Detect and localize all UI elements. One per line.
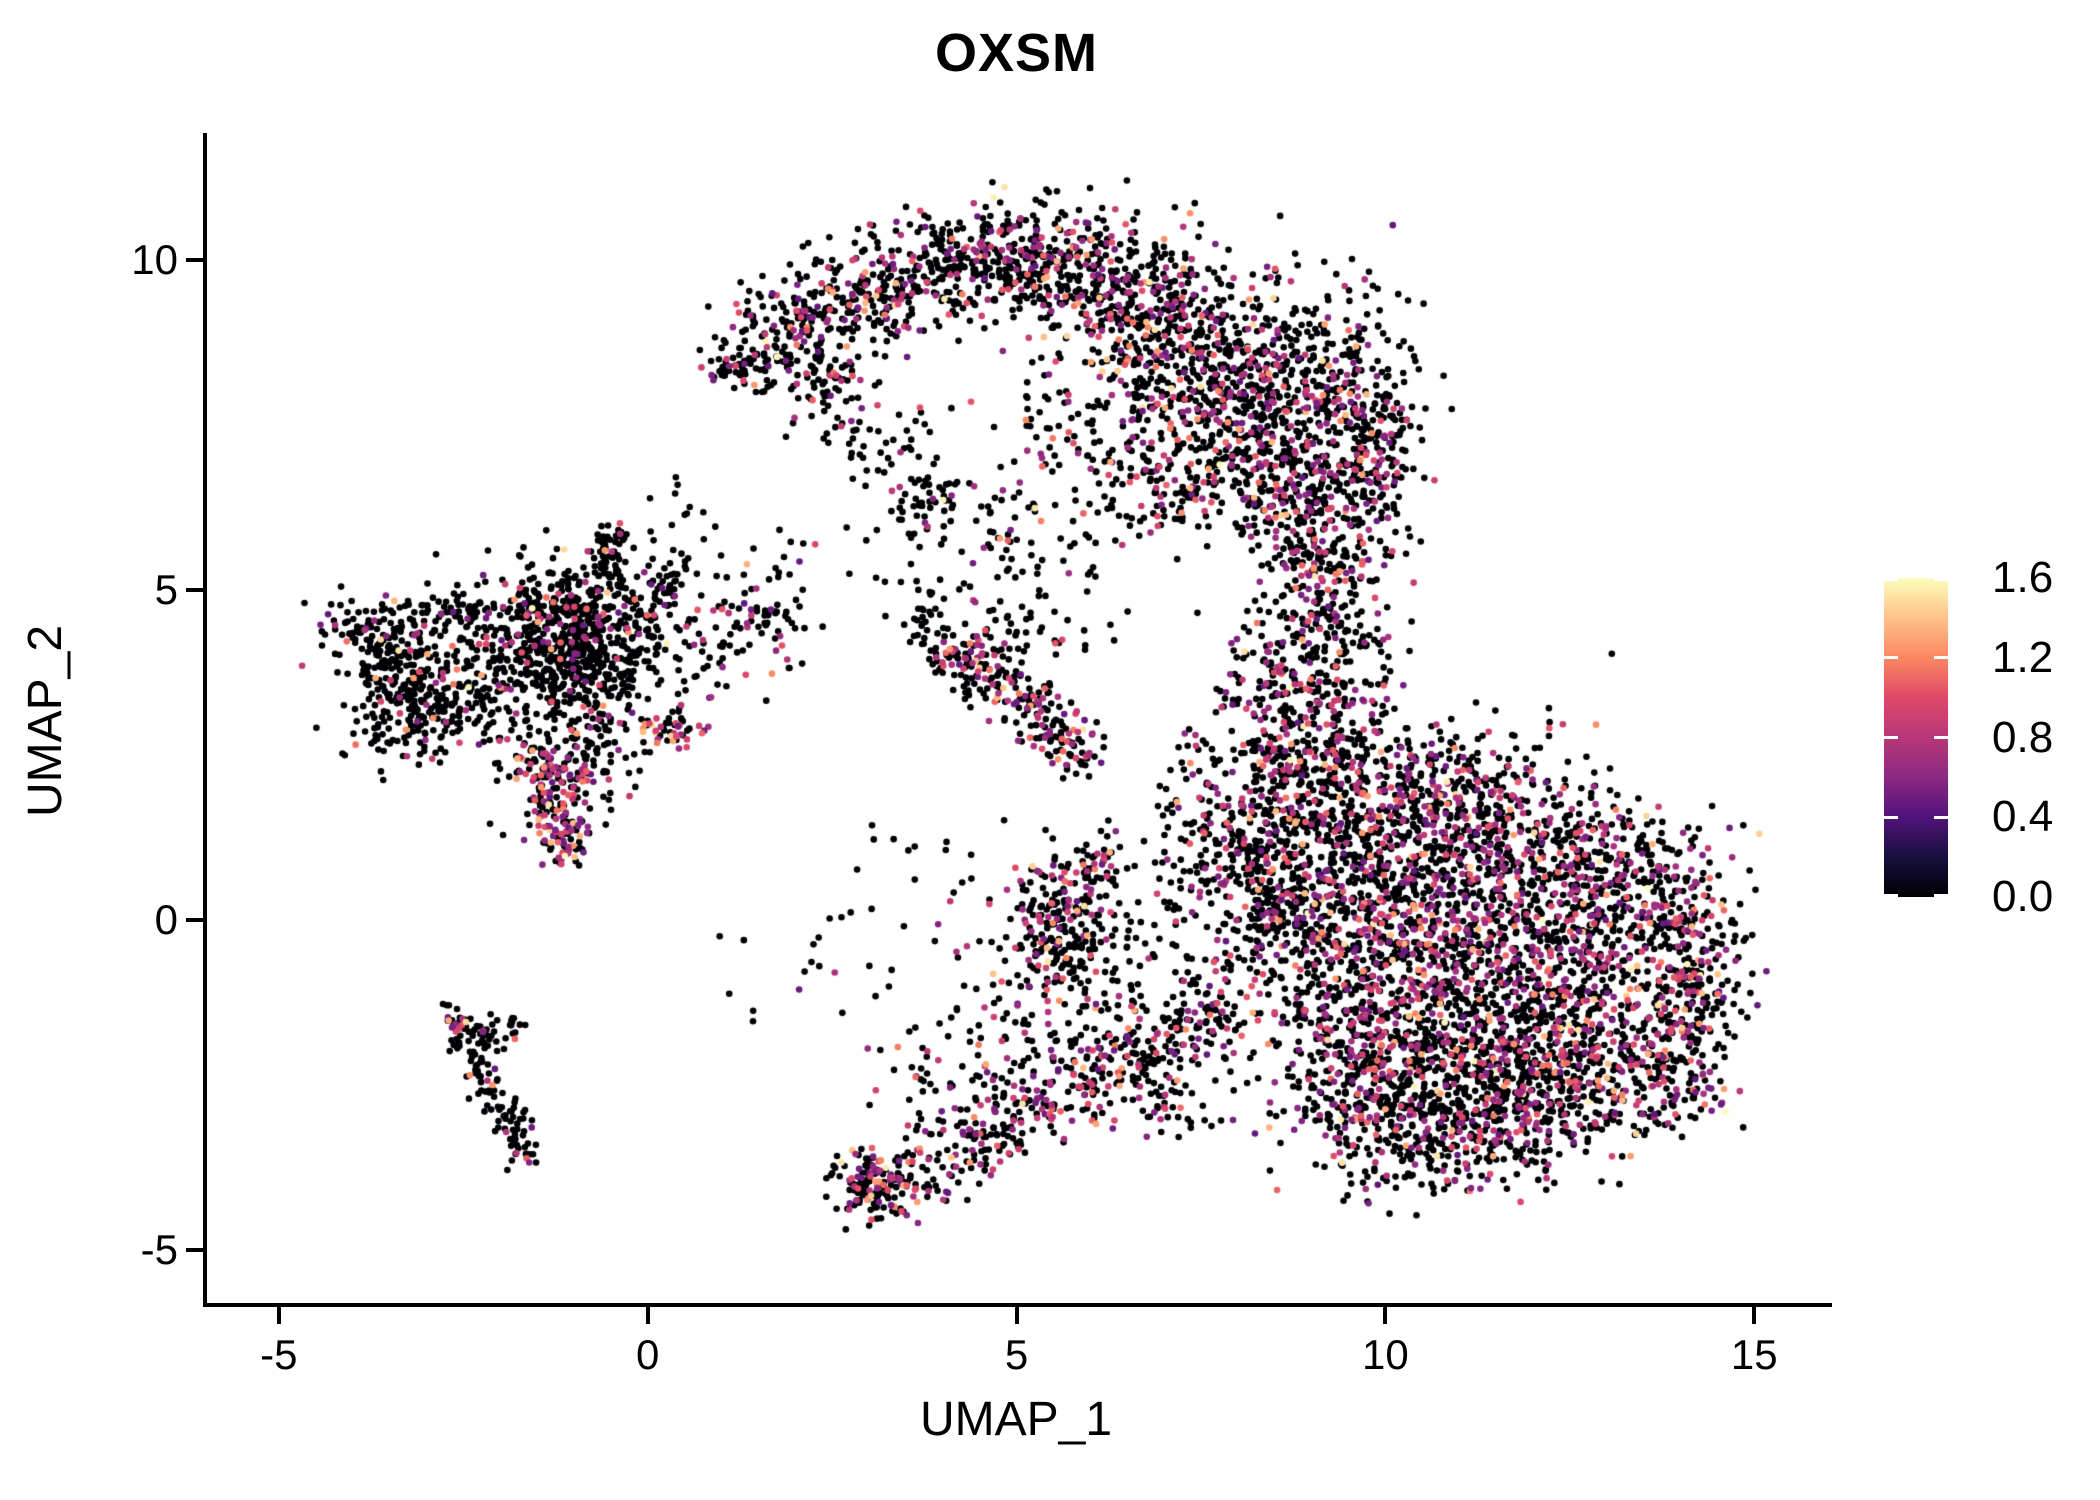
y-tick-label: 0 [154,896,178,944]
x-axis-title: UMAP_1 [919,1393,1113,1446]
colorbar-tick-dash [1934,736,1948,739]
y-axis-line [203,133,207,1307]
colorbar-tick-dash [1884,736,1898,739]
colorbar-tick-dash [1884,578,1898,581]
x-tick-mark [1752,1307,1757,1324]
colorbar-tick-dash [1934,894,1948,897]
x-tick-label: 5 [1004,1331,1029,1378]
colorbar-tick-label: 0.8 [1992,712,2054,762]
colorbar-tick-dash [1934,656,1948,660]
y-tick-label: -5 [140,1226,178,1274]
colorbar-tick-dash [1884,656,1898,660]
y-tick-mark [186,588,203,593]
colorbar-tick-dash [1934,815,1948,819]
x-tick-mark [276,1307,281,1324]
y-tick-mark [186,918,203,923]
x-tick-label: 10 [1362,1331,1409,1378]
colorbar-tick-dash [1884,894,1898,897]
colorbar-tick-label: 1.6 [1992,553,2054,602]
colorbar-tick-label: 0.0 [1992,872,2054,921]
x-tick-mark [1014,1307,1019,1324]
y-tick-mark [186,258,203,263]
y-tick-mark [186,1248,203,1253]
colorbar-tick-label: 1.2 [1992,632,2054,682]
x-tick-label: 0 [635,1331,660,1378]
x-tick-label: -5 [260,1331,298,1378]
colorbar-tick-label: 0.4 [1992,792,2054,842]
x-tick-label: 15 [1730,1331,1778,1378]
y-tick-label: 10 [131,236,178,284]
y-tick-label: 5 [154,566,178,614]
x-tick-mark [645,1307,650,1324]
colorbar-tick-dash [1884,815,1898,819]
x-tick-mark [1383,1307,1388,1324]
y-axis-title: UMAP_2 [19,624,72,818]
colorbar-tick-dash [1934,578,1948,581]
x-axis-line [203,1303,1832,1307]
